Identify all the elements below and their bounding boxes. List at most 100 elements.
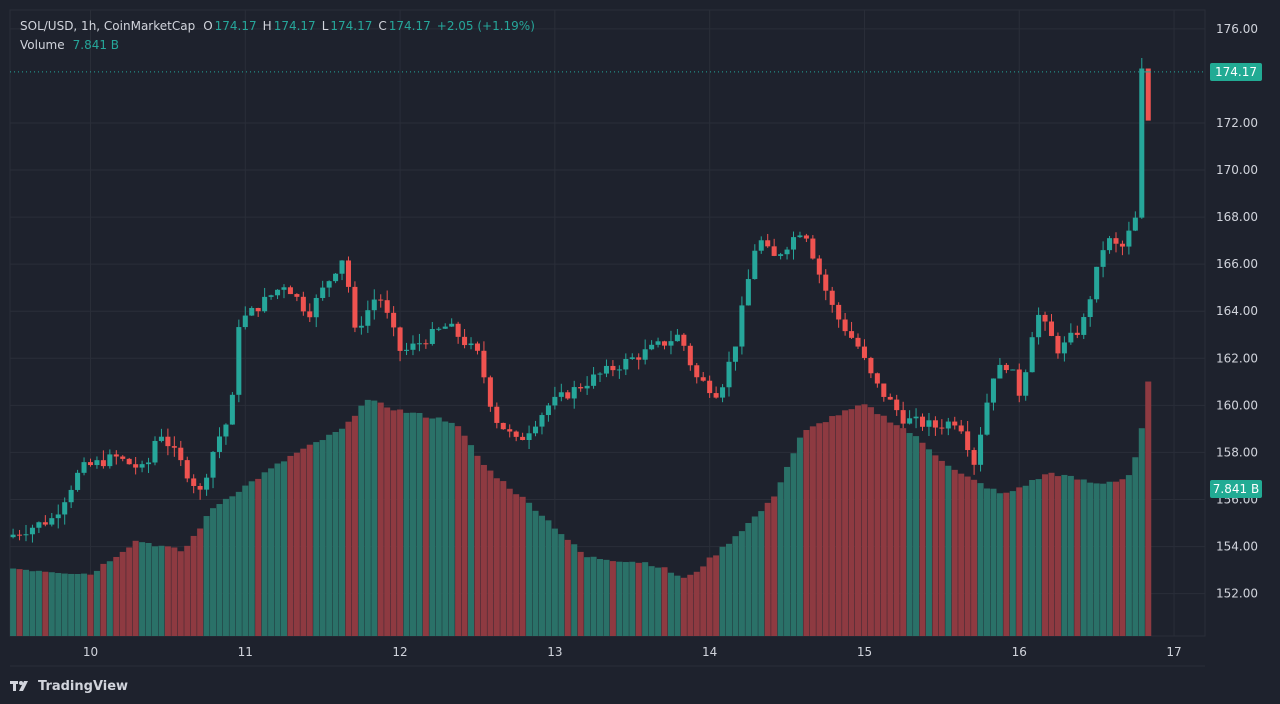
volume-bar <box>332 432 339 636</box>
candle-body <box>300 296 306 312</box>
volume-bar <box>745 523 752 636</box>
volume-bar <box>261 472 268 636</box>
candle-body <box>1055 335 1061 354</box>
candle-body <box>100 460 106 467</box>
volume-bar <box>384 407 391 636</box>
volume-bar <box>300 448 307 636</box>
volume-bar <box>951 469 958 636</box>
x-tick-label: 13 <box>547 645 562 659</box>
volume-bar <box>719 546 726 636</box>
volume-label[interactable]: Volume <box>20 38 65 52</box>
candle-body <box>687 345 693 366</box>
volume-bar <box>513 494 520 636</box>
volume-bar <box>687 574 694 636</box>
candle-body <box>758 240 764 251</box>
candle-body <box>565 392 571 399</box>
candle-body <box>1132 217 1138 231</box>
candle-body <box>797 235 803 238</box>
volume-bar <box>487 470 494 636</box>
open-value: 174.17 <box>214 19 257 33</box>
candle-body <box>371 299 377 311</box>
volume-bar <box>319 440 326 636</box>
candle-body <box>1042 314 1048 322</box>
volume-bar <box>139 542 146 636</box>
volume-bar <box>306 444 313 636</box>
volume-bar <box>913 436 920 636</box>
candle-body <box>720 387 726 398</box>
volume-bar <box>1145 381 1152 636</box>
volume-bar <box>100 563 107 636</box>
volume-bar <box>442 421 449 636</box>
candle-body <box>1036 314 1042 338</box>
candle-body <box>223 424 229 437</box>
volume-bar <box>29 571 36 636</box>
candle-body <box>49 518 55 525</box>
candle-body <box>17 534 23 536</box>
volume-bar <box>597 559 604 636</box>
volume-bar <box>1138 428 1145 636</box>
candle-body <box>481 350 487 378</box>
volume-bar <box>1029 480 1036 636</box>
candle-body <box>952 421 958 426</box>
candle-body <box>926 420 932 427</box>
volume-bar <box>351 415 358 636</box>
volume-bar <box>1022 485 1029 636</box>
volume-bar <box>674 575 681 636</box>
x-tick-label: 12 <box>392 645 407 659</box>
candle-body <box>707 380 713 394</box>
candle-body <box>900 410 906 424</box>
candle-body <box>1068 332 1074 343</box>
volume-bar <box>397 409 404 636</box>
candle-body <box>126 458 132 465</box>
candle-body <box>410 343 416 350</box>
symbol-label[interactable]: SOL/USD, 1h, CoinMarketCap <box>20 19 196 33</box>
candle-body <box>1074 332 1080 335</box>
x-tick-label: 11 <box>238 645 253 659</box>
volume-bar <box>622 562 629 636</box>
candle-body <box>887 396 893 400</box>
volume-bar <box>345 421 352 636</box>
candle-body <box>816 258 822 275</box>
candle-body <box>442 326 448 329</box>
volume-bar <box>468 445 475 636</box>
candle-body <box>487 377 493 407</box>
candle-body <box>1087 299 1093 318</box>
candle-body <box>23 534 29 536</box>
volume-bar <box>1106 481 1113 636</box>
volume-bar <box>16 569 23 636</box>
volume-bar <box>145 542 152 636</box>
candle-body <box>1048 321 1055 336</box>
candle-body <box>661 341 668 346</box>
candle-body <box>146 462 152 465</box>
volume-bar <box>287 455 294 636</box>
candles <box>10 58 1151 543</box>
candle-body <box>784 249 790 255</box>
volume-bar <box>771 496 778 636</box>
candle-body <box>861 346 867 358</box>
volume-bar <box>803 430 810 636</box>
volume-bar <box>526 502 533 636</box>
candle-body <box>739 305 745 347</box>
candle-body <box>391 312 397 328</box>
y-tick-label: 172.00 <box>1216 116 1258 130</box>
volume-bar <box>725 543 733 636</box>
candle-body <box>262 296 268 312</box>
candle-body <box>513 431 519 437</box>
candle-body <box>365 310 371 326</box>
candle-body <box>210 451 216 478</box>
volume-bar <box>500 481 507 636</box>
candle-body <box>1139 68 1145 218</box>
candle-body <box>597 373 603 375</box>
tradingview-branding[interactable]: TradingView <box>10 676 128 696</box>
candle-body <box>191 478 197 486</box>
candle-body <box>10 534 16 538</box>
volume-bar <box>474 455 481 636</box>
volume-bar <box>758 511 765 636</box>
candle-body <box>978 434 984 465</box>
volume-bar <box>1074 479 1081 636</box>
volume-bar <box>545 520 552 636</box>
candle-body <box>990 378 996 403</box>
candle-body <box>810 238 816 259</box>
x-tick-label: 17 <box>1166 645 1181 659</box>
